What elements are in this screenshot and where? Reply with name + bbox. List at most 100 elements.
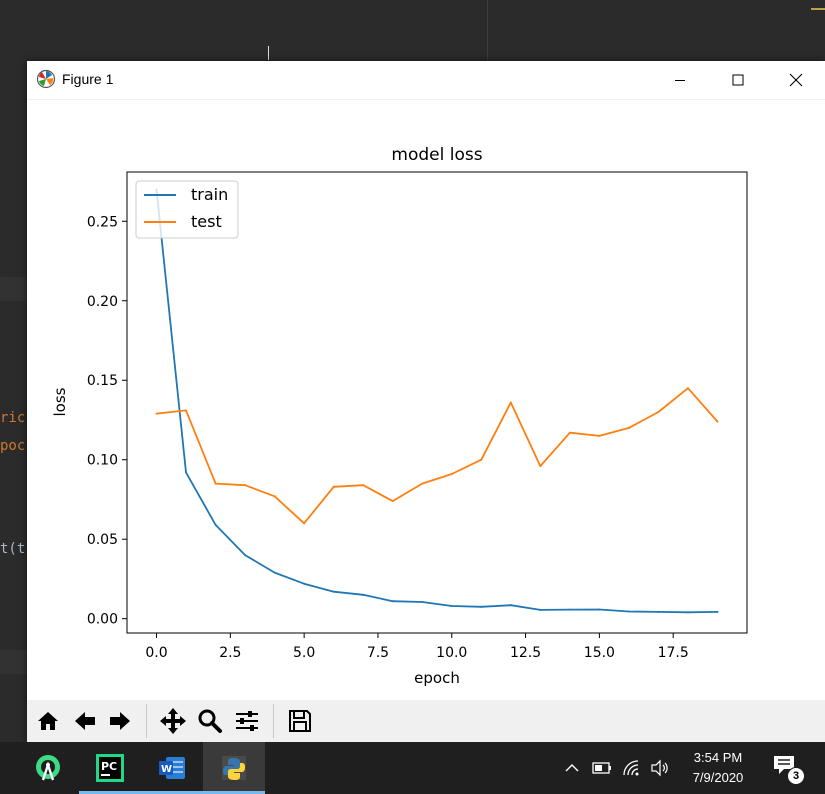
data-point-test: [657, 411, 660, 414]
y-tick-label: 0.25: [87, 214, 118, 230]
code-fragment: ric: [0, 410, 26, 426]
legend-label-train: train: [191, 185, 228, 204]
toolbar-separator: [273, 704, 274, 738]
data-point-train: [480, 605, 483, 608]
text-cursor: [268, 46, 271, 60]
running-indicator: [203, 791, 265, 794]
axes-frame: [126, 171, 748, 634]
data-point-train: [214, 523, 217, 526]
back-button[interactable]: [69, 705, 101, 737]
data-point-test: [155, 412, 158, 415]
configure-subplots-button[interactable]: [231, 705, 263, 737]
loss-chart: 0.0 2.5 5.0 7.5 10.0 12.5 15.0 17.5 0.00 0.05 0.10…: [51, 145, 748, 687]
zoom-icon: [198, 709, 222, 733]
forward-button[interactable]: [104, 705, 136, 737]
data-point-test: [686, 387, 689, 390]
data-point-train: [303, 582, 306, 585]
y-tick-label: 0.05: [87, 532, 118, 548]
maximize-button[interactable]: [709, 61, 767, 99]
editor-accent-mark: [811, 8, 825, 10]
taskbar-app-pycharm[interactable]: PC: [79, 742, 141, 794]
data-point-train: [185, 471, 188, 474]
data-point-train: [421, 601, 424, 604]
data-point-train: [686, 611, 689, 614]
toolbar-separator: [146, 704, 147, 738]
save-icon: [289, 710, 311, 732]
close-icon: [789, 73, 803, 87]
configure-subplots-icon: [236, 711, 258, 731]
data-point-train: [539, 608, 542, 611]
x-axis-label: epoch: [414, 669, 460, 687]
data-point-test: [480, 458, 483, 461]
volume-button[interactable]: [650, 758, 670, 778]
wifi-button[interactable]: [622, 758, 642, 778]
clock-date: 7/9/2020: [692, 770, 744, 785]
chevron-up-icon: [565, 764, 579, 772]
data-point-test: [450, 473, 453, 476]
home-icon: [38, 712, 58, 730]
zoom-button[interactable]: [194, 705, 226, 737]
x-tick-label: 10.0: [436, 645, 467, 661]
data-point-test: [273, 495, 276, 498]
x-tick-label: 7.5: [367, 645, 389, 661]
y-tick-label: 0.00: [87, 612, 118, 628]
word-icon: W: [159, 757, 185, 779]
data-point-test: [421, 482, 424, 485]
data-point-test: [509, 401, 512, 404]
code-fragment: poc: [0, 438, 26, 454]
save-button[interactable]: [284, 705, 316, 737]
word-label: W: [161, 764, 172, 775]
y-tick-label: 0.20: [87, 294, 118, 310]
x-tick-label: 5.0: [293, 645, 315, 661]
data-point-train: [716, 610, 719, 613]
volume-icon: [651, 759, 668, 777]
data-point-train: [509, 604, 512, 607]
pan-icon: [160, 708, 186, 734]
action-center-button[interactable]: 3: [772, 754, 806, 785]
title-bar[interactable]: Figure 1: [27, 61, 825, 100]
data-point-test: [303, 522, 306, 525]
y-tick-label: 0.10: [87, 453, 118, 469]
pycharm-icon: PC: [96, 754, 124, 782]
home-button[interactable]: [32, 705, 64, 737]
data-point-train: [362, 593, 365, 596]
minimize-button[interactable]: [651, 61, 709, 99]
matplotlib-icon: [36, 69, 56, 89]
pan-button[interactable]: [157, 705, 189, 737]
code-fragment: t(t: [0, 541, 26, 557]
x-tick-label: 12.5: [510, 645, 541, 661]
clock-time: 3:54 PM: [693, 750, 743, 765]
taskbar-app-word[interactable]: W: [141, 742, 203, 794]
window-title: Figure 1: [62, 71, 114, 87]
data-point-train: [244, 554, 247, 557]
data-point-train: [273, 571, 276, 574]
chart-legend: train test: [135, 180, 239, 239]
x-tick-label: 0.0: [145, 645, 167, 661]
android-studio-icon: [36, 755, 60, 781]
show-hidden-icons-button[interactable]: [562, 758, 582, 778]
data-point-test: [332, 485, 335, 488]
pycharm-label: PC: [101, 760, 117, 773]
maximize-icon: [732, 74, 744, 86]
chart-series: [155, 188, 719, 614]
wifi-icon: [623, 760, 639, 776]
y-tick-label: 0.15: [87, 373, 118, 389]
data-point-train: [657, 610, 660, 613]
editor-divider: [487, 0, 488, 62]
clock[interactable]: 3:54 PM 7/9/2020: [676, 748, 760, 788]
data-point-test: [568, 431, 571, 434]
data-point-test: [244, 484, 247, 487]
taskbar-app-android-studio[interactable]: [17, 742, 79, 794]
taskbar-app-python[interactable]: [203, 742, 265, 794]
series-line-train: [155, 189, 718, 614]
taskbar: PC W: [0, 742, 825, 794]
minimize-icon: [675, 80, 685, 81]
data-point-train: [598, 608, 601, 611]
data-point-test: [214, 482, 217, 485]
x-tick-label: 15.0: [584, 645, 615, 661]
battery-button[interactable]: [592, 758, 612, 778]
chart-axes-ticks: 0.0 2.5 5.0 7.5 10.0 12.5 15.0 17.5 0.00 0.05 0.10…: [87, 214, 689, 661]
close-button[interactable]: [767, 61, 825, 99]
data-point-train: [391, 600, 394, 603]
data-point-test: [539, 465, 542, 468]
